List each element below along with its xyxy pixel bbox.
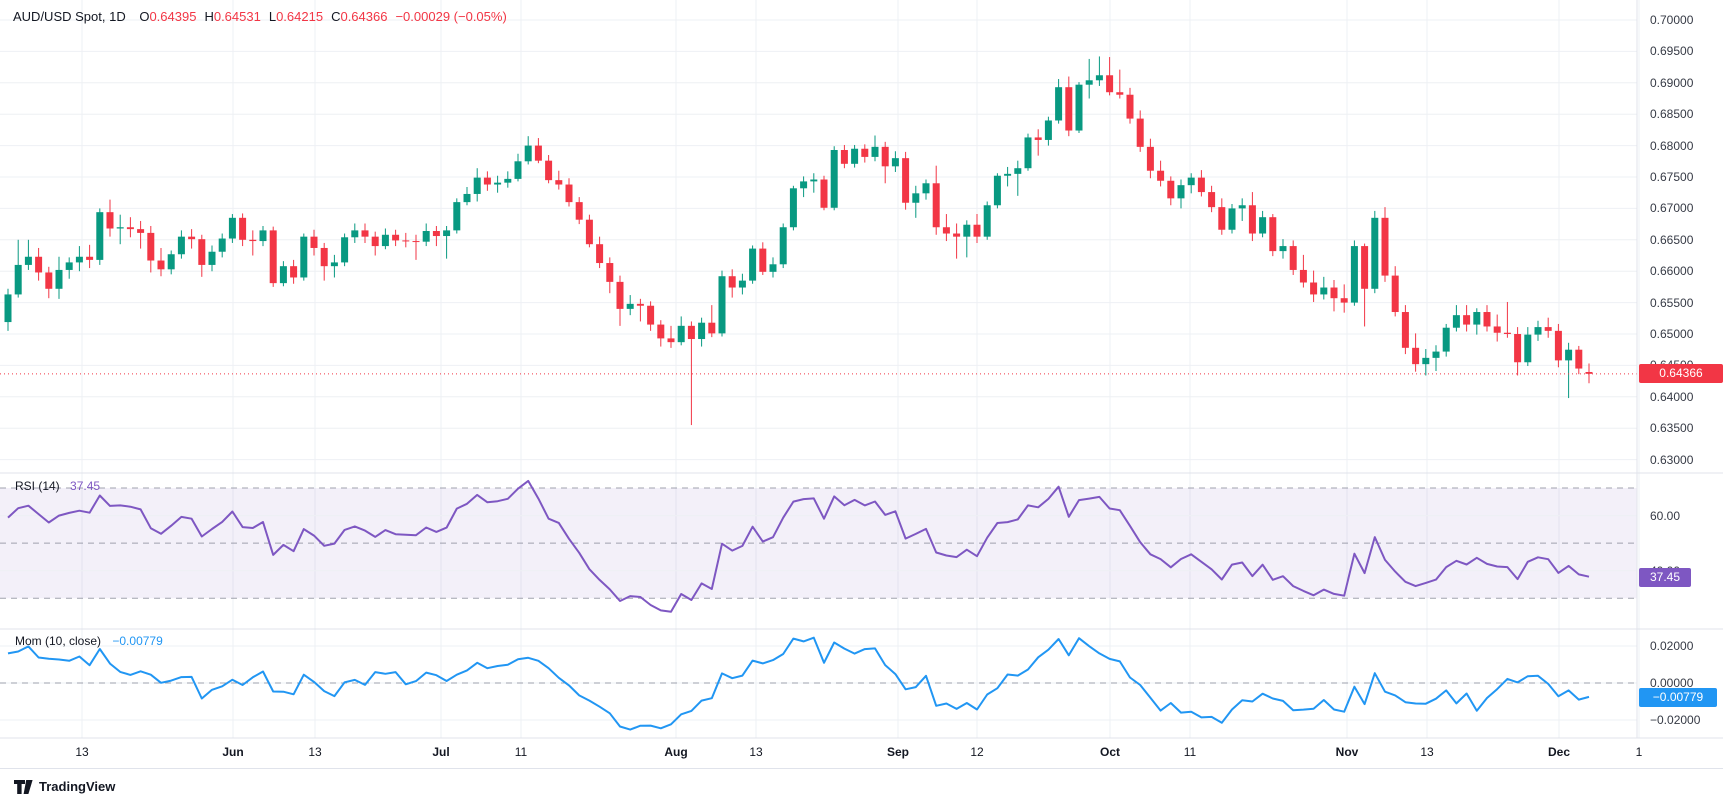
price-axis-label: 0.68000 — [1650, 138, 1694, 153]
symbol-legend[interactable]: AUD/USD Spot, 1D O0.64395 H0.64531 L0.6421… — [13, 9, 507, 24]
symbol-title: AUD/USD Spot, 1D — [13, 9, 126, 24]
high-value: 0.64531 — [213, 9, 261, 24]
time-axis-month-label: Dec — [1547, 745, 1570, 759]
rsi-value: 37.45 — [70, 479, 101, 493]
change-value: −0.00029 (−0.05%) — [395, 9, 507, 24]
time-axis-month-label: Aug — [664, 745, 688, 759]
price-axis-label: 0.67500 — [1650, 170, 1694, 184]
rsi-value-badge: 37.45 — [1639, 568, 1691, 588]
time-axis-day-label: 13 — [308, 745, 322, 759]
time-axis-day-label: 1 — [1635, 745, 1643, 759]
price-axis-label: 0.68500 — [1650, 107, 1694, 122]
bottom-bar: TradingView — [0, 768, 1723, 803]
time-axis-day-label: 12 — [970, 745, 984, 759]
price-axis-label: 0.66500 — [1650, 232, 1694, 247]
time-axis-month-label: Jul — [432, 745, 450, 759]
tradingview-branding-link[interactable]: TradingView — [14, 779, 115, 794]
price-axis-label: 0.63000 — [1650, 452, 1694, 467]
time-axis-month-label: Jun — [222, 745, 244, 759]
time-axis-day-label: 13 — [1420, 745, 1434, 759]
momentum-value: −0.00779 — [112, 634, 163, 648]
momentum-legend[interactable]: Mom (10, close) −0.00779 — [15, 634, 163, 648]
price-axis-label: 0.63500 — [1650, 421, 1694, 436]
momentum-axis-label: −0.02000 — [1650, 713, 1701, 727]
price-axis-label: 0.65000 — [1650, 327, 1694, 341]
time-axis-day-label: 13 — [749, 745, 763, 759]
price-axis-label: 0.69000 — [1650, 75, 1694, 90]
rsi-axis-label: 60.00 — [1650, 508, 1681, 523]
time-axis-day-label: 11 — [514, 745, 528, 759]
momentum-value-badge: −0.00779 — [1639, 687, 1717, 707]
time-axis-month-label: Nov — [1335, 745, 1359, 759]
time-axis-month-label: Sep — [886, 745, 909, 759]
high-label: H — [204, 9, 214, 24]
price-axis-label: 0.65500 — [1650, 295, 1694, 310]
last-price-badge: 0.64366 — [1639, 364, 1723, 384]
price-axis-label: 0.67000 — [1650, 201, 1694, 216]
price-axis-label: 0.66000 — [1650, 264, 1694, 279]
momentum-axis-label: 0.02000 — [1650, 639, 1694, 653]
close-value: 0.64366 — [340, 9, 388, 24]
time-axis-day-label: 13 — [75, 745, 89, 759]
price-axis-label: 0.69500 — [1650, 44, 1694, 59]
tradingview-brand-text: TradingView — [39, 779, 116, 794]
price-axis-label: 0.64000 — [1650, 389, 1694, 404]
open-value: 0.64395 — [149, 9, 197, 24]
low-value: 0.64215 — [276, 9, 324, 24]
time-axis-day-label: 11 — [1183, 745, 1197, 759]
momentum-axis-label: 0.00000 — [1650, 676, 1694, 690]
price-axis-label: 0.70000 — [1650, 13, 1694, 27]
open-label: O — [139, 9, 150, 24]
rsi-legend[interactable]: RSI (14) 37.45 — [15, 479, 100, 493]
rsi-title: RSI (14) — [15, 479, 60, 493]
momentum-title: Mom (10, close) — [15, 634, 102, 648]
tradingview-logo-icon — [14, 779, 33, 794]
close-label: C — [331, 9, 341, 24]
low-label: L — [268, 9, 277, 24]
time-axis-month-label: Oct — [1099, 745, 1120, 759]
